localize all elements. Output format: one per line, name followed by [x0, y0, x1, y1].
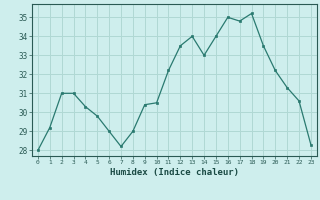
X-axis label: Humidex (Indice chaleur): Humidex (Indice chaleur) — [110, 168, 239, 177]
